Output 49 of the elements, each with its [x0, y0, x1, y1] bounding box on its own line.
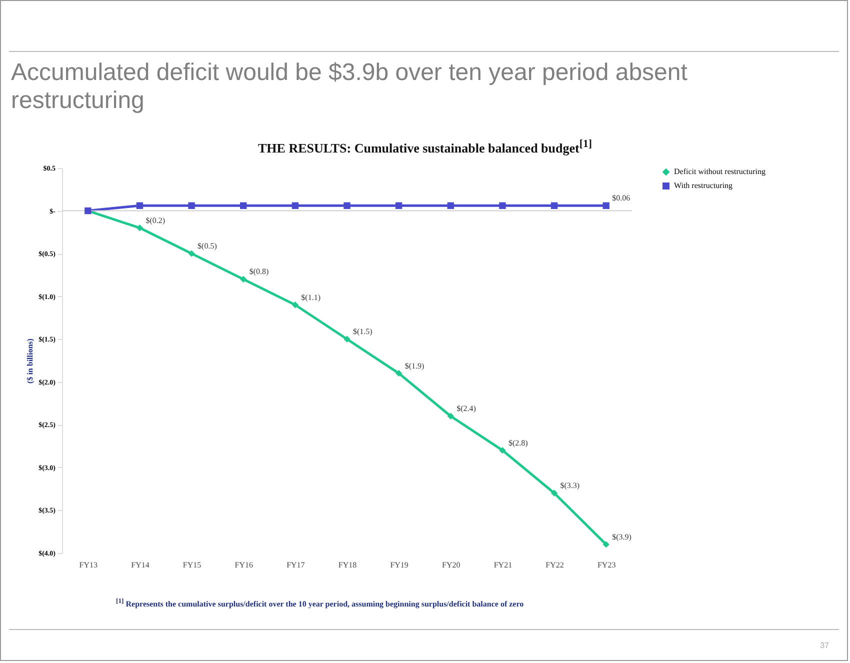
point	[344, 336, 350, 342]
point	[188, 202, 195, 209]
point	[292, 202, 299, 209]
legend-label: With restructuring	[674, 181, 733, 190]
data-label: $(3.9)	[612, 532, 632, 542]
point	[188, 250, 195, 257]
point	[499, 446, 506, 454]
point	[550, 490, 558, 496]
data-label: $(1.1)	[301, 292, 321, 302]
point	[602, 541, 610, 548]
point	[292, 302, 299, 308]
point	[395, 202, 402, 209]
point	[499, 202, 506, 209]
data-label: $(0.5)	[198, 242, 218, 251]
point	[136, 224, 144, 232]
data-label: $(0.2)	[146, 216, 166, 225]
chart-subtitle: THE RESULTS: Cumulative sustainable balanced budget$^{[1]}$	[257, 138, 593, 156]
text: 37	[820, 641, 829, 650]
point	[602, 202, 610, 209]
x-tick-label: FY23	[597, 560, 616, 570]
y-axis-title: ($ in billions)	[26, 338, 35, 384]
x-tick-label: FY17	[286, 560, 305, 570]
data-label: $(3.3)	[560, 481, 580, 490]
x-tick-label: FY15	[182, 560, 202, 570]
point	[136, 202, 144, 209]
data-label: $(1.9)	[404, 361, 424, 370]
x-tick-label: FY14	[131, 560, 150, 570]
point	[240, 276, 247, 283]
point	[395, 370, 402, 377]
point	[550, 202, 558, 209]
legend-label: Deficit without restructuring	[674, 167, 766, 176]
x-tick-label: FY13	[79, 560, 98, 570]
data-label: $0.06	[612, 194, 630, 203]
point	[447, 412, 454, 420]
data-label: $(0.8)	[249, 267, 270, 276]
x-tick-label: FY20	[442, 560, 460, 570]
point	[447, 202, 454, 209]
x-tick-label: FY22	[546, 560, 564, 570]
x-tick-label: FY18	[338, 560, 357, 570]
x-tick-label: FY19	[390, 560, 408, 570]
data-label: $(1.5)	[353, 327, 373, 336]
x-tick-label: FY16	[234, 560, 253, 570]
point	[240, 202, 247, 209]
point	[344, 202, 350, 209]
x-tick-label: FY21	[494, 560, 512, 570]
chart-title: Accumulated deficit would be $3.9b over ten year period absent restructuring	[11, 59, 688, 115]
data-label: $(2.4)	[456, 404, 476, 414]
data-label: $(2.8)	[508, 438, 528, 448]
text: $^{[1]}$ Represents the cumulative surplus/deficit over the 10 year period, assuming beginning surplus/deficit balance of zero	[116, 598, 524, 609]
